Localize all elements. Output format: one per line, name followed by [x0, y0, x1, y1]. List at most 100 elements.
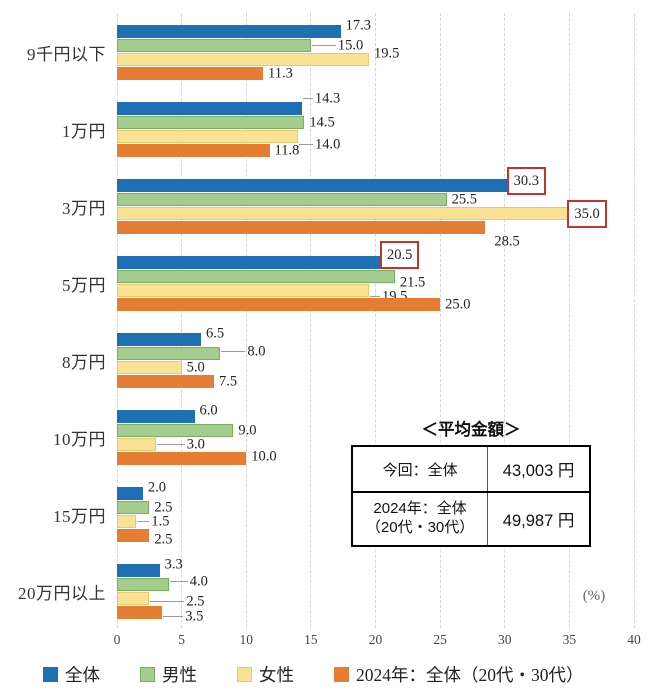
gridline [310, 13, 312, 628]
bar [117, 116, 305, 129]
gridline [439, 13, 441, 628]
bar [117, 375, 214, 388]
category-label: 8万円 [62, 352, 106, 372]
bar [117, 298, 441, 311]
table-cell-label: 2024年：全体 （20代・30代） [351, 491, 489, 547]
x-axis-tick-label: 30 [498, 632, 512, 647]
gridline [245, 13, 247, 628]
value-label: 17.3 [345, 17, 371, 33]
x-axis-tick-label: 5 [178, 632, 185, 647]
value-label: 2.5 [186, 593, 205, 609]
leader-line [163, 616, 184, 617]
value-label: 3.5 [185, 608, 204, 624]
legend-swatch [43, 667, 58, 682]
bar [117, 270, 395, 283]
leader-line [298, 144, 313, 145]
gridline [375, 13, 376, 628]
bar [117, 592, 150, 605]
value-label: 3.0 [186, 436, 205, 452]
bar [117, 515, 137, 528]
x-axis-tick-label: 25 [433, 632, 447, 647]
bar [117, 410, 195, 423]
value-label: 21.5 [399, 274, 426, 290]
category-label: 5万円 [62, 275, 106, 295]
x-axis-tick-label: 0 [113, 632, 121, 647]
table-cell-label: 今回：全体 [351, 445, 489, 493]
x-axis-tick-label: 40 [627, 632, 641, 647]
legend-label: 女性 [259, 665, 294, 685]
bar [117, 452, 247, 465]
value-label: 14.0 [314, 136, 341, 152]
value-label: 1.5 [151, 513, 170, 529]
percent-axis-unit-label: (%) [582, 588, 606, 604]
leader-line [137, 521, 150, 522]
legend-item: 2024年：全体（20代・30代） [334, 662, 584, 687]
x-axis-tick-label: 20 [368, 632, 383, 647]
value-label: 5.0 [186, 359, 205, 375]
value-label: 14.3 [314, 90, 341, 106]
value-label: 28.5 [494, 233, 520, 249]
bar-chart: 0 5 10 15 20 25 30 35 40 9千円以下 1万円 3万円 5万円 8万円 10万円 15万… [18, 13, 641, 647]
x-axis-tick-label: 35 [562, 632, 577, 647]
value-label: 11.8 [274, 142, 300, 158]
legend-swatch [334, 667, 349, 682]
leader-line [150, 601, 185, 602]
bar [117, 487, 143, 500]
value-label: 4.0 [189, 573, 208, 589]
bar [117, 361, 182, 374]
leader-line [169, 581, 188, 582]
legend-label: 2024年：全体（20代・30代） [356, 665, 584, 685]
row-label: 今回：全体 [382, 461, 458, 479]
highlighted-value-label: 20.5 [379, 240, 420, 269]
value-label: 14.5 [309, 114, 335, 130]
bar [117, 606, 163, 619]
category-label: 3万円 [62, 198, 106, 218]
highlighted-value-label: 30.3 [506, 166, 546, 195]
bar [117, 25, 341, 38]
value-label: 2.5 [154, 531, 173, 547]
legend-item: 女性 [237, 662, 294, 687]
value-label: 9.0 [238, 422, 257, 438]
value-label: 11.3 [268, 65, 293, 81]
leader-line [302, 98, 313, 99]
bar [117, 193, 447, 206]
table-cell-value: 43,003 円 [487, 445, 591, 493]
bar [117, 284, 370, 297]
gridline [633, 13, 635, 628]
average-amount-title: ＜平均金額＞ [421, 421, 521, 439]
leader-line [156, 444, 185, 445]
category-label: 15万円 [53, 506, 106, 526]
row-label: 2024年：全体 [373, 500, 467, 518]
bar [117, 424, 234, 437]
x-axis-tick-label: 10 [239, 632, 254, 647]
table-row: 2024年：全体 （20代・30代） 49,987 円 [351, 491, 591, 547]
bar [117, 333, 201, 346]
category-label: 1万円 [62, 121, 106, 141]
bar [117, 578, 169, 591]
legend-swatch [237, 667, 252, 682]
value-label: 7.5 [218, 373, 238, 389]
category-label: 9千円以下 [27, 44, 106, 64]
leader-line [221, 351, 246, 352]
value-label: 6.5 [206, 325, 225, 341]
row-sublabel: （20代・30代） [365, 519, 475, 536]
table-cell-value: 49,987 円 [487, 491, 591, 547]
value-label: 3.3 [164, 556, 183, 572]
bar [117, 564, 160, 577]
bar [117, 347, 221, 360]
bar [117, 130, 298, 143]
value-label: 25.0 [445, 296, 471, 312]
bar [117, 179, 509, 192]
legend-label: 男性 [162, 665, 197, 685]
bar [117, 438, 156, 451]
value-label: 6.0 [199, 402, 218, 418]
average-amount-table: 今回：全体 43,003 円 2024年：全体 （20代・30代） 49,987… [351, 445, 591, 547]
value-label: 15.0 [337, 37, 364, 53]
chart-legend: 全体 男性 女性 2024年：全体（20代・30代） [43, 662, 584, 687]
value-label: 10.0 [251, 448, 277, 464]
bar [117, 256, 382, 269]
value-label: 19.5 [374, 45, 400, 61]
legend-item: 全体 [43, 662, 100, 687]
leader-line [370, 296, 381, 297]
